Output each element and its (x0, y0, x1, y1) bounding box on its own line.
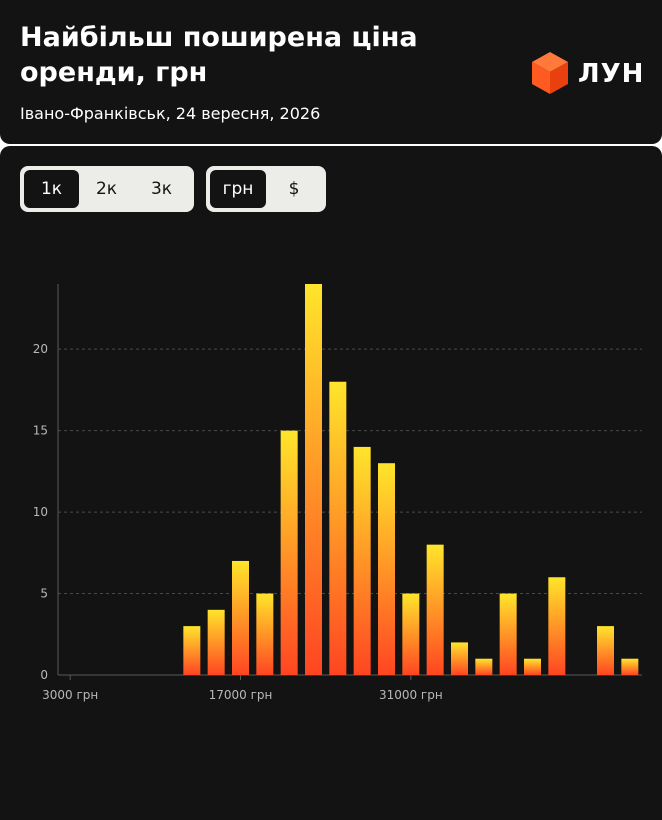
histogram-bar[interactable] (305, 284, 322, 675)
header: Найбільш поширена ціна оренди, грн Івано… (0, 0, 662, 144)
page-title: Найбільш поширена ціна оренди, грн (20, 22, 418, 88)
y-tick-label: 15 (33, 424, 48, 438)
y-tick-label: 10 (33, 505, 48, 519)
histogram-bar[interactable] (475, 658, 493, 675)
histogram-bar[interactable] (524, 658, 541, 675)
histogram-bar[interactable] (280, 430, 298, 675)
room-option-1k[interactable]: 1к (24, 170, 79, 208)
histogram-bar[interactable] (499, 593, 517, 675)
room-count-toggle: 1к 2к 3к (20, 166, 194, 212)
histogram-bar[interactable] (329, 381, 347, 675)
histogram-bar[interactable] (548, 577, 566, 675)
lun-logo: ЛУН (528, 50, 648, 96)
room-option-2k[interactable]: 2к (95, 179, 118, 199)
currency-option-usd[interactable]: $ (288, 179, 300, 199)
currency-toggle: грн $ (206, 166, 326, 212)
histogram-bar[interactable] (597, 626, 614, 675)
room-option-3k[interactable]: 3к (150, 179, 173, 199)
histogram-bar[interactable] (183, 626, 201, 675)
y-tick-label: 5 (40, 587, 48, 601)
y-tick-label: 20 (33, 342, 48, 356)
histogram-bar[interactable] (256, 593, 274, 675)
histogram-bar[interactable] (378, 463, 395, 675)
x-tick-label: 3000 грн (42, 688, 98, 702)
cube-logo-icon (532, 52, 568, 94)
y-tick-label: 0 (40, 668, 48, 682)
histogram-bar[interactable] (621, 658, 639, 675)
x-tick-label: 17000 грн (209, 688, 273, 702)
page-subtitle: Івано-Франківськ, 24 вересня, 2026 (20, 104, 321, 123)
chart-panel: 1к 2к 3к грн $ 0 5 10 15 20 3000 грн 17000 грн… (0, 146, 662, 820)
histogram-bar[interactable] (232, 560, 249, 675)
histogram-bar[interactable] (426, 544, 444, 675)
logo-text: ЛУН (578, 59, 645, 89)
histogram-chart: 0 5 10 15 20 3000 грн 17000 грн 31000 грн (33, 284, 642, 702)
x-tick-label: 31000 грн (379, 688, 443, 702)
histogram-bar[interactable] (451, 642, 468, 675)
histogram-bar[interactable] (353, 446, 371, 675)
histogram-bar[interactable] (207, 609, 225, 675)
histogram-bar[interactable] (402, 593, 420, 675)
currency-option-uah[interactable]: грн (210, 170, 266, 208)
